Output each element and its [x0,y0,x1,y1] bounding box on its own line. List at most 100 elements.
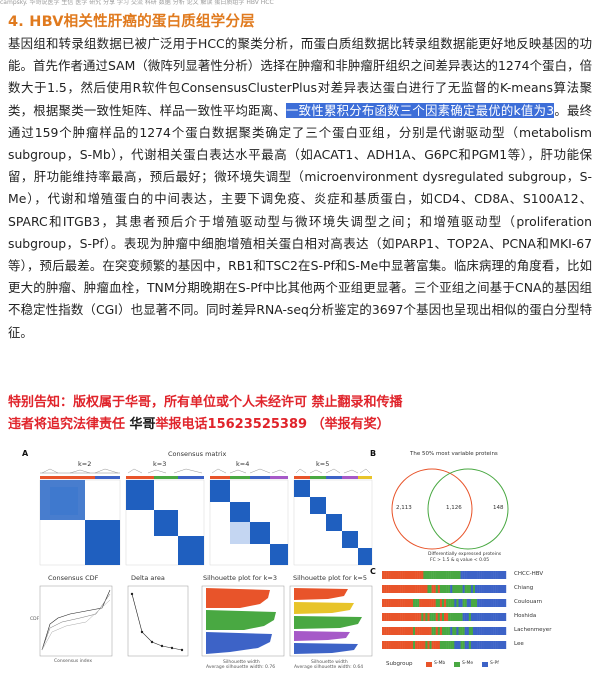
strip-cell [382,627,385,635]
strip-cell [398,613,401,621]
silhouette-k3-plot [201,585,285,657]
strip-cell [483,627,486,635]
strip-cell [452,571,455,579]
strip-cell [386,599,389,607]
strip-cell [450,613,453,621]
strip-cell [460,571,463,579]
strip-cell [402,627,405,635]
strip-cell [415,571,418,579]
strip-cell [477,571,480,579]
strip-cell [408,585,412,593]
strip-cell [493,613,496,621]
strip-cell [483,585,486,593]
strip-cell [444,585,447,593]
strip-cell [408,613,412,621]
k-label-5: k=5 [316,460,330,468]
strip-cell [468,571,472,579]
strip-cell [464,571,467,579]
panel-letter-b: B [370,449,377,458]
strip-cell [392,627,395,635]
strip-cell [491,641,494,649]
cdf-plot [39,585,113,657]
strip-cell [386,627,389,635]
strip-cell [503,585,507,593]
strip-cell [450,571,453,579]
strip-cell [421,641,424,649]
strip-cell [417,571,420,579]
strip-cell [400,585,403,593]
strip-cell [452,613,455,621]
strip-cell [475,571,478,579]
strip-cell [458,613,461,621]
strip-cell [421,599,424,607]
strip-cell [477,599,480,607]
strip-cell [402,585,405,593]
strip-cell [394,585,397,593]
figure-panel: A B C Consensus matrix k=2 k=3 k=4 k=5 [18,447,588,673]
strip-cell [415,641,418,649]
strip-cell [487,585,490,593]
strip-cell [456,599,459,607]
strip-cell [415,585,418,593]
strip-cell [439,613,443,621]
strip-cell [390,599,393,607]
strip-cell [431,627,434,635]
strip-cell [485,599,488,607]
strip-cell [431,585,434,593]
strip-cell [406,641,410,649]
strip-cell [441,571,445,579]
strip-cell [501,599,505,607]
strip-cell [423,599,426,607]
strip-cell [456,585,459,593]
strip-cell [435,571,438,579]
strip-cell [441,613,445,621]
strip-cell [410,599,414,607]
strip-cell [472,599,476,607]
strip-cell [433,585,436,593]
strip-cell [460,599,463,607]
strip-cell [460,627,463,635]
strip-cell [499,571,503,579]
strip-cell [392,641,395,649]
strip-cell [441,641,445,649]
strip-cell [472,613,476,621]
strip-cell [392,613,395,621]
strip-cell [429,613,432,621]
strip-cell [419,571,422,579]
strip-cell [464,599,467,607]
strip-cell [475,627,478,635]
strip-cell [406,585,410,593]
strip-cell [499,599,503,607]
strip-cell [417,585,420,593]
k-label-2: k=2 [78,460,92,468]
strip-cell [388,585,391,593]
strip-cell [444,641,447,649]
strip-cell [450,641,453,649]
strip-cell [452,599,455,607]
strip-cell [384,627,387,635]
strip-cell [452,627,455,635]
strip-cell [468,599,472,607]
strip-cell [425,585,428,593]
strip-cell [408,599,412,607]
venn-diagram [391,468,509,550]
strip-cell [503,641,507,649]
strip-cell [394,571,397,579]
strip-cell [497,641,500,649]
strip-cell [481,627,484,635]
strip-cell [410,627,414,635]
strip-cell [491,627,494,635]
strip-cell [386,613,389,621]
selected-text-highlight[interactable]: 一致性累积分布函数三个因素确定最优的k值为3 [286,102,555,118]
strip-cell [400,599,403,607]
strip-cell [427,641,430,649]
strip-cell [450,599,453,607]
venn-right-count: 148 [493,505,504,511]
strip-cell [470,627,474,635]
strip-cell [464,627,467,635]
strip-cell [495,627,498,635]
strip-cell [483,613,486,621]
cohort-label-lachenmeyer: Lachenmeyer [514,627,552,633]
consensus-matrices [39,468,373,566]
strip-cell [444,599,447,607]
